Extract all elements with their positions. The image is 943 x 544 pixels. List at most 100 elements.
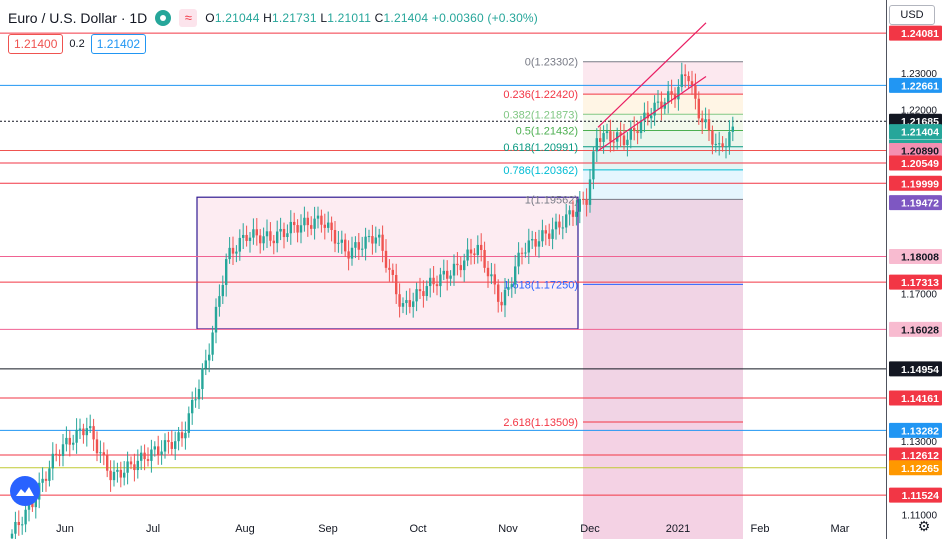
candle-body: [330, 222, 333, 231]
fib-level-label: 0.382(1.21873): [503, 109, 578, 121]
candle-body: [299, 225, 303, 233]
sell-button[interactable]: 1.21400: [8, 34, 64, 54]
fib-level-label: 0.618(1.20991): [503, 142, 578, 154]
price-tag: [889, 487, 942, 503]
price-tag-label: 1.17313: [901, 277, 939, 289]
candle-body: [303, 217, 306, 226]
candle-body: [442, 270, 445, 275]
candle-body: [354, 242, 357, 248]
candle-body: [214, 306, 218, 333]
candlestick-chart[interactable]: 0(1.23302) 0.236(1.22420) 0.382(1.21873) 0.…: [0, 0, 886, 539]
candle-body: [228, 247, 231, 260]
candle-body: [27, 502, 31, 510]
candle-body: [350, 247, 354, 259]
candle-body: [68, 437, 71, 445]
candle-body: [116, 469, 119, 472]
candle-body: [378, 234, 381, 238]
candle-body: [255, 229, 258, 236]
x-tick-label: Nov: [498, 523, 518, 535]
candle-body: [711, 130, 714, 145]
fib-level-label: 0.786(1.20362): [503, 165, 578, 177]
candle-body: [92, 426, 95, 440]
fib-level-label: 0.5(1.21432): [516, 126, 578, 138]
candle-body: [582, 198, 585, 200]
candle-body: [701, 118, 704, 123]
candle-body: [575, 211, 578, 217]
candle-body: [129, 461, 133, 465]
candle-body: [592, 151, 595, 180]
chart-plot-area[interactable]: 0(1.23302) 0.236(1.22420) 0.382(1.21873) 0.…: [0, 0, 886, 539]
candle-body: [320, 215, 323, 225]
candle-body: [51, 453, 54, 469]
candle-body: [208, 354, 211, 361]
x-tick-label: Aug: [235, 523, 255, 535]
price-tag: [889, 124, 942, 140]
candle-body: [123, 472, 126, 478]
price-axis[interactable]: 1.110001.130001.170001.210001.220001.230…: [886, 0, 943, 539]
candle-body: [429, 277, 432, 287]
candle-body: [252, 229, 255, 238]
candle-body: [153, 446, 156, 450]
settings-gear-icon[interactable]: ⚙: [917, 518, 931, 534]
candle-body: [439, 274, 442, 287]
wave-icon[interactable]: ≈: [179, 9, 198, 27]
price-tag: [889, 460, 942, 476]
candle-body: [493, 274, 496, 285]
price-tag-label: 1.22661: [901, 80, 939, 92]
price-tag-label: 1.20890: [901, 145, 939, 157]
candle-body: [531, 238, 534, 241]
candle-body: [381, 234, 384, 251]
candle-body: [245, 234, 248, 241]
candle-body: [408, 300, 411, 307]
candle-body: [41, 478, 44, 483]
fib-level-label: 1.618(1.17250): [503, 279, 578, 291]
channel-upper-line: [597, 22, 707, 128]
candle-body: [490, 274, 493, 277]
x-tick-label: Jul: [146, 523, 160, 535]
y-tick-label: 1.13000: [901, 437, 938, 448]
candle-body: [391, 269, 394, 275]
candle-body: [191, 399, 194, 414]
candle-body: [728, 131, 731, 147]
price-tag-label: 1.12265: [901, 463, 939, 475]
currency-button[interactable]: USD: [889, 5, 935, 25]
candle-body: [677, 86, 680, 100]
price-tag: [889, 249, 942, 265]
candle-body: [660, 101, 663, 109]
candle-body: [286, 233, 289, 238]
candle-body: [503, 289, 507, 306]
fib-zone: [583, 61, 743, 95]
candle-body: [344, 239, 347, 252]
price-tag: [889, 361, 942, 377]
candle-body: [310, 225, 313, 229]
candle-body: [55, 453, 58, 455]
candle-body: [44, 478, 48, 481]
buy-button[interactable]: 1.21402: [90, 34, 147, 54]
high-value: 1.21731: [272, 11, 317, 25]
candle-body: [520, 252, 524, 254]
candle-body: [157, 446, 160, 455]
candle-body: [721, 143, 724, 147]
candle-body: [718, 143, 721, 145]
candle-body: [194, 399, 197, 401]
candle-body: [14, 521, 17, 534]
x-tick-label: Dec: [580, 523, 600, 535]
candle-body: [619, 132, 622, 136]
candle-body: [405, 300, 408, 304]
candle-body: [259, 235, 262, 244]
eye-icon[interactable]: [155, 10, 172, 26]
price-tag: [889, 77, 942, 93]
candle-body: [238, 237, 241, 252]
candle-body: [140, 452, 143, 461]
candle-body: [58, 454, 61, 457]
candle-body: [384, 250, 388, 268]
price-tag: [889, 155, 942, 171]
candle-body: [106, 454, 109, 471]
low-value: 1.21011: [327, 11, 372, 25]
x-tick-label: Feb: [751, 523, 770, 535]
tradingview-logo-icon[interactable]: [10, 476, 40, 506]
candle-body: [425, 286, 428, 297]
candle-body: [82, 428, 85, 436]
candle-body: [422, 291, 425, 297]
candle-body: [126, 461, 129, 473]
